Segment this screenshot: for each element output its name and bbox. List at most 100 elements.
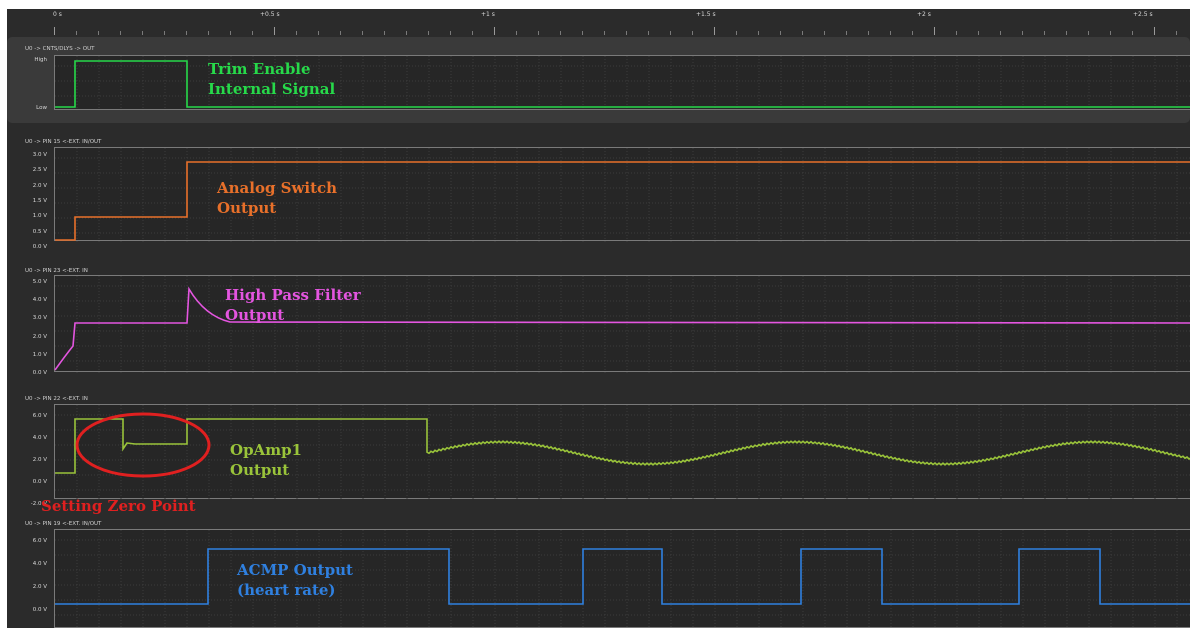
ruler-tick — [1000, 31, 1001, 35]
ruler-tick — [1110, 31, 1111, 35]
channel-analog-switch[interactable]: U0 -> PIN 15 <-EXT. IN/OUT 3.0 V 2.5 V 2.0… — [7, 139, 1190, 250]
channel-plot[interactable]: Analog Switch Output — [54, 147, 1190, 242]
channel-label: U0 -> PIN 15 <-EXT. IN/OUT — [25, 139, 102, 145]
y-tick-label: 3.0 V — [32, 315, 47, 322]
channel-opamp1[interactable]: U0 -> PIN 22 <-EXT. IN 6.0 V 4.0 V 2.0 V 0.… — [7, 396, 1190, 515]
channel-plot[interactable]: Trim Enable Internal Signal — [54, 55, 1190, 111]
ruler-tick — [714, 27, 715, 35]
opamp1-annotation: OpAmp1 Output — [230, 440, 302, 480]
y-tick-high: High — [34, 57, 47, 63]
ruler-tick — [186, 31, 187, 35]
ruler-tick — [912, 31, 913, 35]
ruler-tick — [670, 31, 671, 35]
y-tick-label: 1.0 V — [32, 351, 47, 358]
y-tick-label: 5.0 V — [32, 279, 47, 285]
ruler-tick — [142, 31, 143, 35]
channel-label: U0 -> PIN 19 <-EXT. IN/OUT — [25, 521, 102, 527]
y-tick-label: 4.0 V — [32, 561, 47, 567]
ruler-tick — [76, 31, 77, 35]
y-tick-label: 1.5 V — [32, 197, 47, 204]
ruler-tick — [934, 27, 935, 35]
ruler-tick — [208, 31, 209, 35]
annotation-text: High Pass Filter Output — [225, 286, 361, 324]
time-label-1: +1 s — [481, 11, 495, 18]
ruler-tick — [98, 31, 99, 35]
high-pass-filter-annotation: High Pass Filter Output — [225, 285, 361, 325]
y-tick-label: 2.0 V — [32, 333, 47, 340]
annotation-text: Analog Switch Output — [217, 179, 338, 217]
ruler-tick — [1022, 31, 1023, 35]
ruler-tick — [472, 31, 473, 35]
ruler-tick — [1176, 31, 1177, 35]
trim-enable-trace — [55, 56, 1190, 111]
setting-zero-point-callout: Setting Zero Point — [41, 497, 196, 515]
channel-label: U0 -> PIN 22 <-EXT. IN — [25, 396, 88, 402]
annotation-text: ACMP Output (heart rate) — [237, 561, 353, 599]
ruler-tick — [538, 31, 539, 35]
y-tick-label: -2.0 V — [30, 501, 47, 507]
ruler-tick — [1132, 31, 1133, 35]
ruler-tick — [626, 31, 627, 35]
ruler-tick — [890, 31, 891, 35]
ruler-tick — [648, 31, 649, 35]
channel-plot[interactable]: OpAmp1 Output — [54, 404, 1190, 500]
annotation-text: OpAmp1 Output — [230, 441, 302, 479]
channel-plot[interactable]: ACMP Output (heart rate) — [54, 529, 1190, 628]
ruler-tick — [450, 31, 451, 35]
y-tick-label: 2.0 V — [32, 584, 47, 590]
ruler-tick — [1088, 31, 1089, 35]
ruler-tick — [1154, 27, 1155, 35]
opamp1-waveform — [55, 418, 1190, 474]
ruler-tick — [406, 31, 407, 35]
channel-trim-enable[interactable]: U0 -> CNTS/DLYS -> OUT High Low Trim Ena… — [7, 37, 1190, 123]
ruler-tick — [494, 27, 495, 35]
ruler-tick — [692, 31, 693, 35]
y-tick-label: 0.0 V — [32, 607, 47, 613]
high-pass-filter-trace — [54, 276, 1190, 373]
ruler-tick — [252, 31, 253, 35]
time-label-2: +2 s — [917, 11, 931, 18]
opamp1-trace — [55, 405, 1190, 500]
trim-enable-waveform — [55, 60, 1190, 108]
channel-plot[interactable]: High Pass Filter Output — [54, 275, 1190, 373]
ruler-tick — [956, 31, 957, 35]
ruler-tick — [560, 31, 561, 35]
acmp-waveform — [55, 548, 1190, 605]
y-tick-label: 4.0 V — [32, 297, 47, 304]
y-tick-label: 4.0 V — [32, 435, 47, 441]
annotation-text: Trim Enable Internal Signal — [208, 60, 336, 98]
ruler-tick — [802, 31, 803, 35]
y-tick-label: 2.0 V — [32, 457, 47, 463]
y-tick-label: 0.0 V — [32, 243, 47, 250]
ruler-tick — [824, 31, 825, 35]
time-label-2-5: +2.5 s — [1133, 11, 1153, 18]
high-pass-filter-waveform — [54, 286, 1190, 371]
ruler-tick — [274, 27, 275, 35]
ruler-tick — [978, 31, 979, 35]
time-label-1-5: +1.5 s — [696, 11, 716, 18]
ruler-tick — [1044, 31, 1045, 35]
analog-switch-annotation: Analog Switch Output — [217, 178, 337, 218]
trim-enable-annotation: Trim Enable Internal Signal — [208, 59, 335, 99]
analog-switch-trace — [55, 148, 1190, 242]
ruler-tick — [384, 31, 385, 35]
ruler-tick — [780, 31, 781, 35]
channel-label: U0 -> PIN 23 <-EXT. IN — [25, 268, 88, 274]
y-tick-label: 2.0 V — [32, 182, 47, 189]
ruler-tick — [846, 31, 847, 35]
time-ruler[interactable]: 0 s +0.5 s +1 s +1.5 s +2 s +2.5 s — [7, 9, 1190, 35]
ruler-tick — [318, 31, 319, 35]
ruler-tick — [54, 27, 55, 35]
ruler-tick — [868, 31, 869, 35]
channel-acmp[interactable]: U0 -> PIN 19 <-EXT. IN/OUT 6.0 V 4.0 V 2.0… — [7, 521, 1190, 628]
channel-high-pass-filter[interactable]: U0 -> PIN 23 <-EXT. IN 5.0 V 4.0 V 3.0 V 2.… — [7, 268, 1190, 376]
ruler-tick — [164, 31, 165, 35]
acmp-annotation: ACMP Output (heart rate) — [237, 560, 353, 600]
acmp-trace — [55, 530, 1190, 628]
ruler-tick — [758, 31, 759, 35]
y-tick-label: 1.0 V — [32, 213, 47, 220]
ruler-tick — [1066, 31, 1067, 35]
ruler-tick — [604, 31, 605, 35]
y-tick-label: 6.0 V — [32, 413, 47, 419]
